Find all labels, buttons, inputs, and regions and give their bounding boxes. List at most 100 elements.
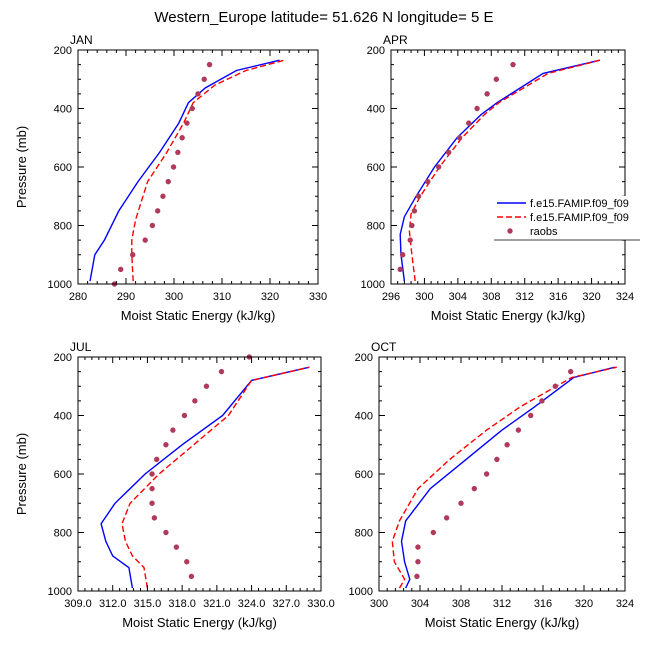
- raobs-point: [415, 559, 421, 565]
- y-tick-label: 400: [54, 411, 72, 423]
- raobs-point: [567, 368, 574, 375]
- x-tick-label: 318.0: [168, 598, 196, 610]
- raobs-point: [160, 193, 166, 199]
- raobs-point: [142, 237, 148, 243]
- raobs-point: [397, 266, 403, 273]
- x-tick-label: 320: [575, 598, 593, 610]
- raobs-point: [149, 471, 155, 477]
- raobs-point: [552, 383, 558, 389]
- raobs-point: [493, 76, 499, 82]
- raobs-point: [515, 427, 522, 433]
- y-tick-label: 1000: [361, 279, 385, 291]
- raobs-point: [170, 427, 176, 433]
- y-tick-label: 400: [355, 411, 373, 423]
- y-tick-label: 600: [54, 162, 72, 174]
- y-tick-label: 400: [367, 104, 385, 116]
- panel-label: JAN: [70, 33, 93, 47]
- plot-frame: [390, 49, 626, 285]
- panel-apr: 296 300 304 308 312 316 320 324 200 400 600 800 1000…: [361, 33, 635, 323]
- raobs-point: [203, 383, 210, 389]
- y-tick-label: 800: [367, 221, 385, 233]
- x-tick-label: 324.0: [238, 598, 266, 610]
- y-tick-label: 800: [355, 528, 373, 540]
- raobs-point: [407, 237, 413, 243]
- raobs-point: [539, 398, 545, 404]
- x-axis-label: Moist Static Energy (kJ/kg): [431, 308, 586, 323]
- x-tick-label: 300: [165, 291, 183, 303]
- legend-label: f.e15.FAMIP.f09_f09: [530, 198, 629, 210]
- raobs-point: [494, 456, 500, 463]
- y-tick-label: 800: [54, 528, 72, 540]
- x-tick-label: 280: [69, 291, 87, 303]
- panel-label: APR: [383, 33, 408, 47]
- legend-marker: [507, 228, 513, 234]
- figure-title: Western_Europe latitude= 51.626 N longit…: [154, 9, 493, 26]
- raobs-point: [415, 193, 422, 199]
- raobs-point: [456, 135, 463, 141]
- raobs-point: [192, 398, 198, 404]
- panel-label: OCT: [371, 340, 397, 354]
- model-line-dashed: [131, 59, 285, 282]
- raobs-point: [510, 61, 516, 68]
- y-tick-label: 1000: [349, 586, 373, 598]
- panel-jan: 280 290 300 310 320 330 200 400 600 800 1000 JAN Moi…: [14, 33, 327, 323]
- raobs-point: [483, 471, 490, 477]
- raobs-point: [504, 442, 510, 448]
- raobs-point: [118, 266, 124, 273]
- legend-entry: f.e15.FAMIP.f09_f09: [497, 212, 629, 224]
- panel-label: JUL: [70, 340, 92, 354]
- y-tick-label: 800: [54, 221, 72, 233]
- raobs-point: [163, 442, 169, 448]
- model-line-solid: [400, 366, 615, 589]
- y-axis-label: Pressure (mb): [14, 433, 29, 515]
- model-line-solid: [89, 59, 280, 282]
- x-tick-label: 300: [370, 598, 388, 610]
- raobs-point: [206, 61, 213, 68]
- x-tick-label: 316: [534, 598, 552, 610]
- raobs-point: [409, 222, 415, 229]
- x-axis-label: Moist Static Energy (kJ/kg): [121, 308, 276, 323]
- raobs-point: [415, 544, 421, 550]
- legend: f.e15.FAMIP.f09_f09 f.e15.FAMIP.f09_f09ra…: [494, 196, 640, 241]
- raobs-markers: [414, 368, 574, 580]
- raobs-point: [201, 76, 207, 82]
- y-tick-label: 200: [54, 45, 72, 57]
- plot-frame: [77, 49, 319, 285]
- raobs-point: [466, 120, 472, 126]
- x-tick-label: 312.0: [99, 598, 127, 610]
- raobs-point: [179, 135, 185, 141]
- raobs-point: [414, 573, 420, 580]
- model-line-dashed: [121, 366, 310, 589]
- raobs-point: [435, 164, 442, 170]
- x-tick-label: 304: [411, 598, 429, 610]
- raobs-point: [484, 91, 490, 97]
- raobs-point: [173, 544, 180, 550]
- x-tick-label: 316: [549, 291, 567, 303]
- raobs-point: [445, 149, 452, 156]
- raobs-point: [188, 573, 195, 580]
- x-tick-label: 320: [582, 291, 600, 303]
- x-tick-label: 304: [449, 291, 467, 303]
- plot-frame: [378, 356, 626, 592]
- y-tick-label: 600: [367, 162, 385, 174]
- x-axis-label: Moist Static Energy (kJ/kg): [425, 615, 580, 630]
- y-tick-label: 1000: [48, 586, 72, 598]
- panel-oct: 300 304 308 312 316 320 324 200 400 600 800 1000 OCT…: [349, 340, 635, 630]
- legend-label: raobs: [530, 226, 558, 238]
- raobs-point: [149, 500, 155, 506]
- raobs-markers: [149, 354, 252, 580]
- x-tick-label: 296: [382, 291, 400, 303]
- x-tick-label: 321.0: [203, 598, 231, 610]
- x-tick-label: 324: [616, 598, 634, 610]
- raobs-point: [170, 164, 177, 170]
- y-tick-label: 400: [54, 104, 72, 116]
- x-tick-label: 327.0: [273, 598, 301, 610]
- raobs-point: [151, 515, 158, 521]
- x-tick-label: 312: [516, 291, 534, 303]
- raobs-point: [130, 252, 136, 258]
- raobs-point: [175, 149, 181, 156]
- model-line-dashed: [408, 59, 601, 282]
- raobs-point: [184, 120, 190, 126]
